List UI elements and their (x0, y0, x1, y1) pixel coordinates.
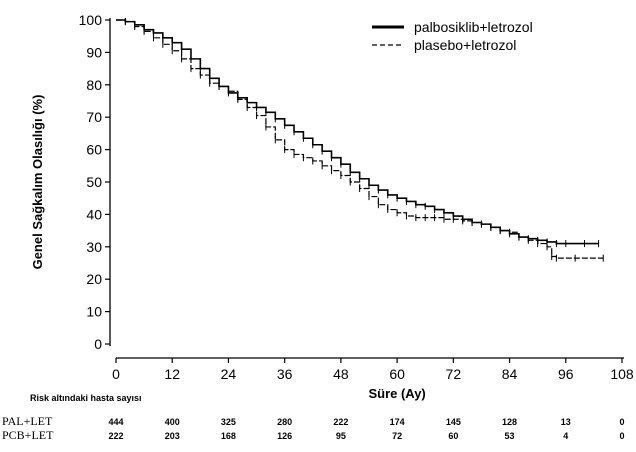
y-tick-label: 40 (86, 206, 102, 222)
x-tick-label: 24 (221, 366, 237, 382)
risk-count: 174 (390, 417, 405, 427)
risk-count: 0 (619, 417, 624, 427)
risk-count: 222 (108, 431, 123, 441)
x-tick-label: 36 (277, 366, 293, 382)
y-tick-label: 20 (86, 271, 102, 287)
risk-count: 280 (277, 417, 292, 427)
legend-label-palbosiklib: palbosiklib+letrozol (414, 19, 533, 35)
x-tick-label: 60 (389, 366, 405, 382)
risk-count: 0 (619, 431, 624, 441)
x-tick-label: 96 (558, 366, 574, 382)
x-tick-label: 48 (333, 366, 349, 382)
y-tick-label: 90 (86, 44, 102, 60)
risk-count: 168 (221, 431, 236, 441)
curves-layer (116, 18, 604, 262)
risk-count: 72 (392, 431, 402, 441)
risk-table-title: Risk altındaki hasta sayısı (30, 393, 142, 403)
risk-count: 222 (333, 417, 348, 427)
y-tick-label: 0 (94, 336, 102, 352)
x-tick-label: 0 (112, 366, 120, 382)
x-tick-label: 12 (164, 366, 180, 382)
x-axis-label: Süre (Ay) (368, 386, 425, 401)
y-tick-label: 80 (86, 77, 102, 93)
x-tick-label: 108 (610, 366, 634, 382)
risk-count: 400 (165, 417, 180, 427)
risk-count: 128 (502, 417, 517, 427)
risk-count: 145 (446, 417, 461, 427)
y-tick-label: 70 (86, 109, 102, 125)
y-tick-label: 60 (86, 142, 102, 158)
risk-count: 444 (108, 417, 123, 427)
risk-count: 325 (221, 417, 236, 427)
legend-label-plasebo: plasebo+letrozol (414, 37, 516, 53)
x-tick-label: 72 (446, 366, 462, 382)
risk-count: 95 (336, 431, 346, 441)
risk-count: 60 (448, 431, 458, 441)
y-tick-label: 50 (86, 174, 102, 190)
risk-count: 13 (561, 417, 571, 427)
survival-curve-plasebo (116, 19, 604, 259)
risk-row-label: PCB+LET (2, 428, 54, 442)
y-ticks: 0 10 20 30 40 50 60 70 80 90 100 (79, 12, 110, 352)
y-tick-label: 10 (86, 304, 102, 320)
y-axis-label: Genel Sağkalım Olasılığı (%) (30, 95, 45, 270)
y-tick-label: 100 (79, 12, 103, 28)
y-tick-label: 30 (86, 239, 102, 255)
risk-count: 203 (165, 431, 180, 441)
risk-count: 4 (563, 431, 568, 441)
risk-row-label: PAL+LET (2, 414, 53, 428)
x-ticks: 0 12 24 36 48 60 72 84 96 108 (112, 358, 634, 382)
risk-count: 126 (277, 431, 292, 441)
risk-count: 53 (505, 431, 515, 441)
legend: palbosiklib+letrozol plasebo+letrozol (372, 19, 533, 53)
risk-table: PAL+LET 444 400 325 280 222 174 145 128 13 0 PCB+LE… (2, 414, 625, 442)
x-tick-label: 84 (502, 366, 518, 382)
survival-curve-palbosiklib (116, 19, 599, 245)
